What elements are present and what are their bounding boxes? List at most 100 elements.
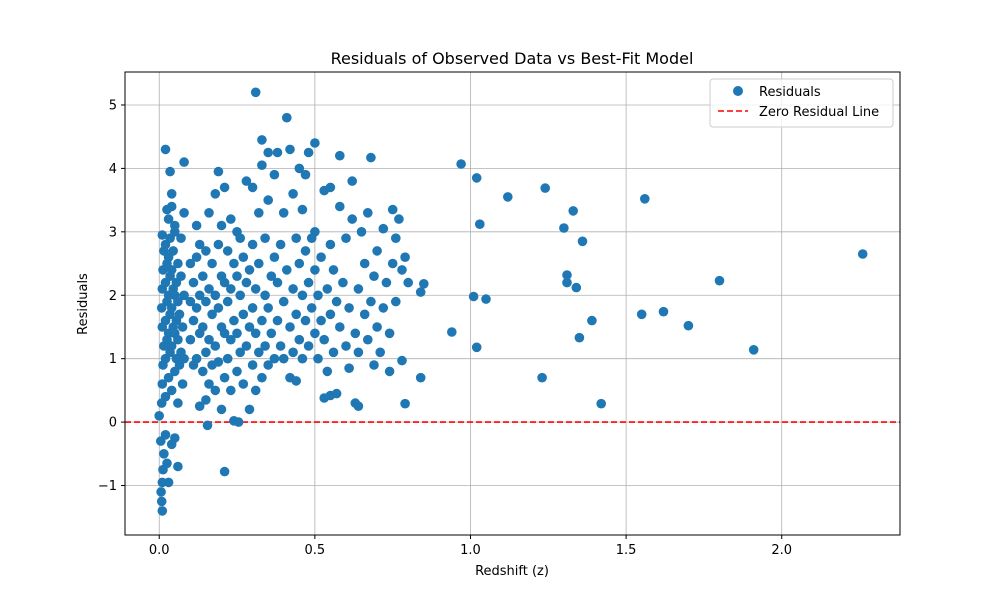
residual-point [241,341,252,351]
residual-point [269,169,280,180]
residual-point [571,282,582,293]
residual-point [415,287,426,297]
residual-point [347,176,358,186]
residual-point [232,271,242,282]
residual-point [297,290,308,301]
residual-point [300,315,311,326]
residual-point [272,277,283,288]
residual-point [179,157,189,167]
residual-point [275,239,286,250]
residual-point [160,430,171,440]
residual-point [310,138,320,148]
residual-point [288,284,298,294]
residual-point [241,176,252,186]
x-tick-label: 1.5 [616,543,637,558]
residual-point [263,360,274,370]
residual-point [154,411,164,421]
residual-point [216,404,227,415]
residual-point [400,398,410,409]
residual-point [257,315,267,326]
y-tick-label: 0 [109,416,117,431]
residual-point [303,341,314,351]
residual-point [226,214,236,224]
residual-point [310,328,320,339]
residual-point [363,334,373,345]
residual-point [162,204,172,215]
residual-point [204,208,214,218]
residual-point [173,461,183,472]
residual-point [191,353,202,364]
residual-point [210,385,221,396]
residual-point [468,291,479,302]
residual-point [247,303,258,313]
residual-point [156,487,166,497]
residual-point [166,303,177,313]
residual-point [294,334,305,345]
residual-point [375,347,386,358]
residual-point [325,182,336,193]
residual-point [179,208,189,218]
residual-point [475,219,485,229]
residual-point [344,363,354,374]
residual-point [260,341,270,351]
residual-point [471,342,482,353]
residual-point [263,195,274,205]
residual-point [176,233,186,243]
residual-point [219,182,230,193]
residual-point [163,477,174,488]
residual-point [238,379,249,389]
residual-point [282,112,292,123]
residual-point [313,353,323,364]
legend-marker-residuals [733,86,743,96]
x-tick-label: 2.0 [771,543,792,558]
residual-point [384,366,395,377]
residual-point [577,236,588,247]
residual-point [372,322,382,332]
residual-point [250,328,261,339]
plot-frame [124,71,901,536]
residual-point [366,296,376,307]
residual-point [303,277,314,288]
residual-point [328,265,339,275]
residual-point [266,271,277,282]
residual-point [247,239,258,250]
residual-point [310,265,320,275]
residual-point [219,277,230,288]
residual-point [300,169,311,180]
residual-point [232,328,242,339]
residual-point [366,152,376,163]
residual-point [562,277,572,288]
residual-point [331,388,342,399]
residual-point [297,204,308,215]
residual-point [372,246,382,256]
residual-point [166,341,177,351]
residual-point [387,258,398,269]
residual-point [282,265,292,275]
residual-point [188,277,199,288]
residual-point [213,357,224,367]
residual-point [266,328,277,339]
chart-title: Residuals of Observed Data vs Best-Fit M… [331,49,694,68]
residual-point [207,309,217,320]
residual-point [173,334,183,345]
residual-point [160,391,171,402]
residual-point [350,328,361,339]
residual-point [369,360,379,370]
y-tick-label: −1 [98,479,117,494]
residual-point [857,249,868,259]
residual-point [156,496,167,507]
residual-point [378,303,389,313]
residual-point [294,258,305,269]
residual-point [198,271,208,282]
residual-point [191,220,202,231]
residual-point [174,309,185,320]
residual-point [207,258,217,269]
residual-point [210,341,221,351]
residual-point [391,296,401,307]
residual-point [222,353,233,364]
residual-point [272,147,283,158]
residual-point [322,366,333,377]
residual-point [244,265,255,275]
residual-point [319,334,330,345]
residual-point [235,290,245,301]
